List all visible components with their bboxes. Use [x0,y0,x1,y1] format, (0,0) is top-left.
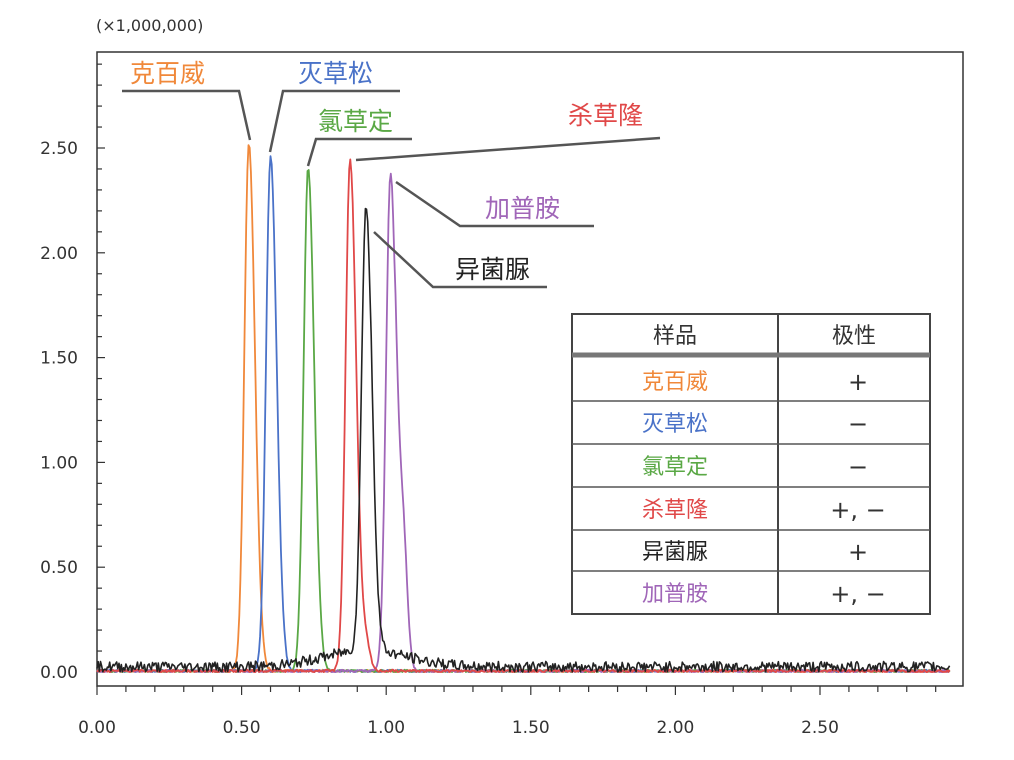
leader-line-加普胺 [395,180,594,228]
y-tick-label: 2.00 [40,244,78,264]
y-tick-label: 1.00 [40,453,78,473]
table-header-sample: 样品 [653,324,697,349]
leader-line-异菌脲 [373,231,547,289]
callout-label-杀草隆: 杀草隆 [568,101,643,130]
x-tick-labels: 0.00 0.50 1.00 1.50 2.00 2.50 [78,718,839,738]
table-row-sample-5: 加普胺 [642,582,708,607]
table-row-polarity-0: + [848,368,868,396]
x-tick-label: 0.00 [78,718,116,738]
x-tick-label: 0.50 [223,718,261,738]
table-row-polarity-4: + [848,538,868,566]
table-row-sample-1: 灭草松 [642,412,708,437]
y-scale-label: (×1,000,000) [96,16,203,35]
trace-异菌脲 [96,207,951,673]
x-tick-label: 1.50 [512,718,550,738]
peak-callouts: 克百威 灭草松 氯草定 杀草隆 加普胺 异菌脲 [122,59,661,289]
y-tick-label: 2.50 [40,139,78,159]
table-row-polarity-2: − [848,453,868,481]
table-row-polarity-1: − [848,410,868,438]
callout-label-加普胺: 加普胺 [485,194,560,223]
leader-line-杀草隆 [355,136,661,162]
x-tick-label: 2.00 [656,718,694,738]
table-row-polarity-5: +, − [830,580,885,608]
y-tick-label: 0.50 [40,558,78,578]
leader-line-克百威 [122,89,252,141]
axis-ticks [96,63,937,695]
leader-line-氯草定 [306,137,412,167]
table-row-sample-4: 异菌脲 [642,540,708,565]
leader-line-灭草松 [268,89,400,153]
y-tick-labels: 0.00 0.50 1.00 1.50 2.00 2.50 [40,139,78,683]
series-traces [96,144,951,673]
x-tick-label: 1.00 [367,718,405,738]
table-header-polarity: 极性 [832,324,876,349]
plot-frame [96,51,964,687]
callout-label-氯草定: 氯草定 [318,107,393,136]
y-tick-label: 1.50 [40,349,78,369]
table-row-sample-0: 克百威 [642,370,708,395]
table-row-sample-3: 杀草隆 [642,498,708,523]
callout-label-灭草松: 灭草松 [298,59,373,88]
callout-label-克百威: 克百威 [130,59,205,88]
callout-label-异菌脲: 异菌脲 [455,255,530,284]
polarity-table: 样品 极性 克百威 + 灭草松 − 氯草定 − 杀草隆 +, − 异菌脲 + 加… [571,313,931,615]
x-tick-label: 2.50 [801,718,839,738]
table-row-sample-2: 氯草定 [642,455,708,480]
table-row-polarity-3: +, − [830,496,885,524]
y-tick-label: 0.00 [40,663,78,683]
